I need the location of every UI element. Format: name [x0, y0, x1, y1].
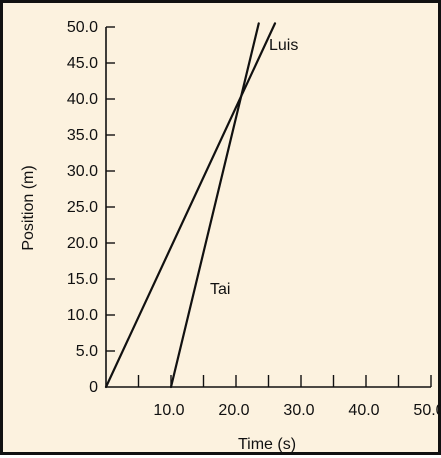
- x-tick-label: 10.0: [153, 402, 184, 419]
- y-tick-label: 10.0: [67, 307, 98, 324]
- line-chart: 0 5.0 10.0 15.0 20.0 25.0 30.0 35.0 40.0 45.0 50.0…: [3, 3, 441, 458]
- y-tick-label: 35.0: [67, 127, 98, 144]
- x-tick-label: 20.0: [218, 402, 249, 419]
- y-tick-label: 0: [89, 379, 98, 396]
- x-axis-title: Time (s): [238, 436, 296, 453]
- x-ticks: 10.0 20.0 30.0 40.0 50.0: [139, 375, 441, 419]
- series-line-luis: [106, 23, 275, 387]
- y-tick-label: 30.0: [67, 163, 98, 180]
- y-tick-label: 5.0: [76, 343, 98, 360]
- x-tick-label: 50.0: [413, 402, 441, 419]
- axes: [106, 27, 431, 387]
- y-tick-label: 25.0: [67, 199, 98, 216]
- y-tick-label: 40.0: [67, 91, 98, 108]
- y-ticks: 0 5.0 10.0 15.0 20.0 25.0 30.0 35.0 40.0 45.0 50.0: [67, 19, 115, 396]
- y-tick-label: 45.0: [67, 55, 98, 72]
- series-lines: [106, 23, 275, 387]
- y-tick-label: 20.0: [67, 235, 98, 252]
- y-axis-title: Position (m): [20, 165, 37, 250]
- series-label-tai: Tai: [210, 281, 230, 298]
- y-tick-label: 15.0: [67, 271, 98, 288]
- y-tick-label: 50.0: [67, 19, 98, 36]
- series-label-luis: Luis: [269, 37, 298, 54]
- x-tick-label: 40.0: [348, 402, 379, 419]
- x-tick-label: 30.0: [283, 402, 314, 419]
- series-line-tai: [171, 23, 259, 387]
